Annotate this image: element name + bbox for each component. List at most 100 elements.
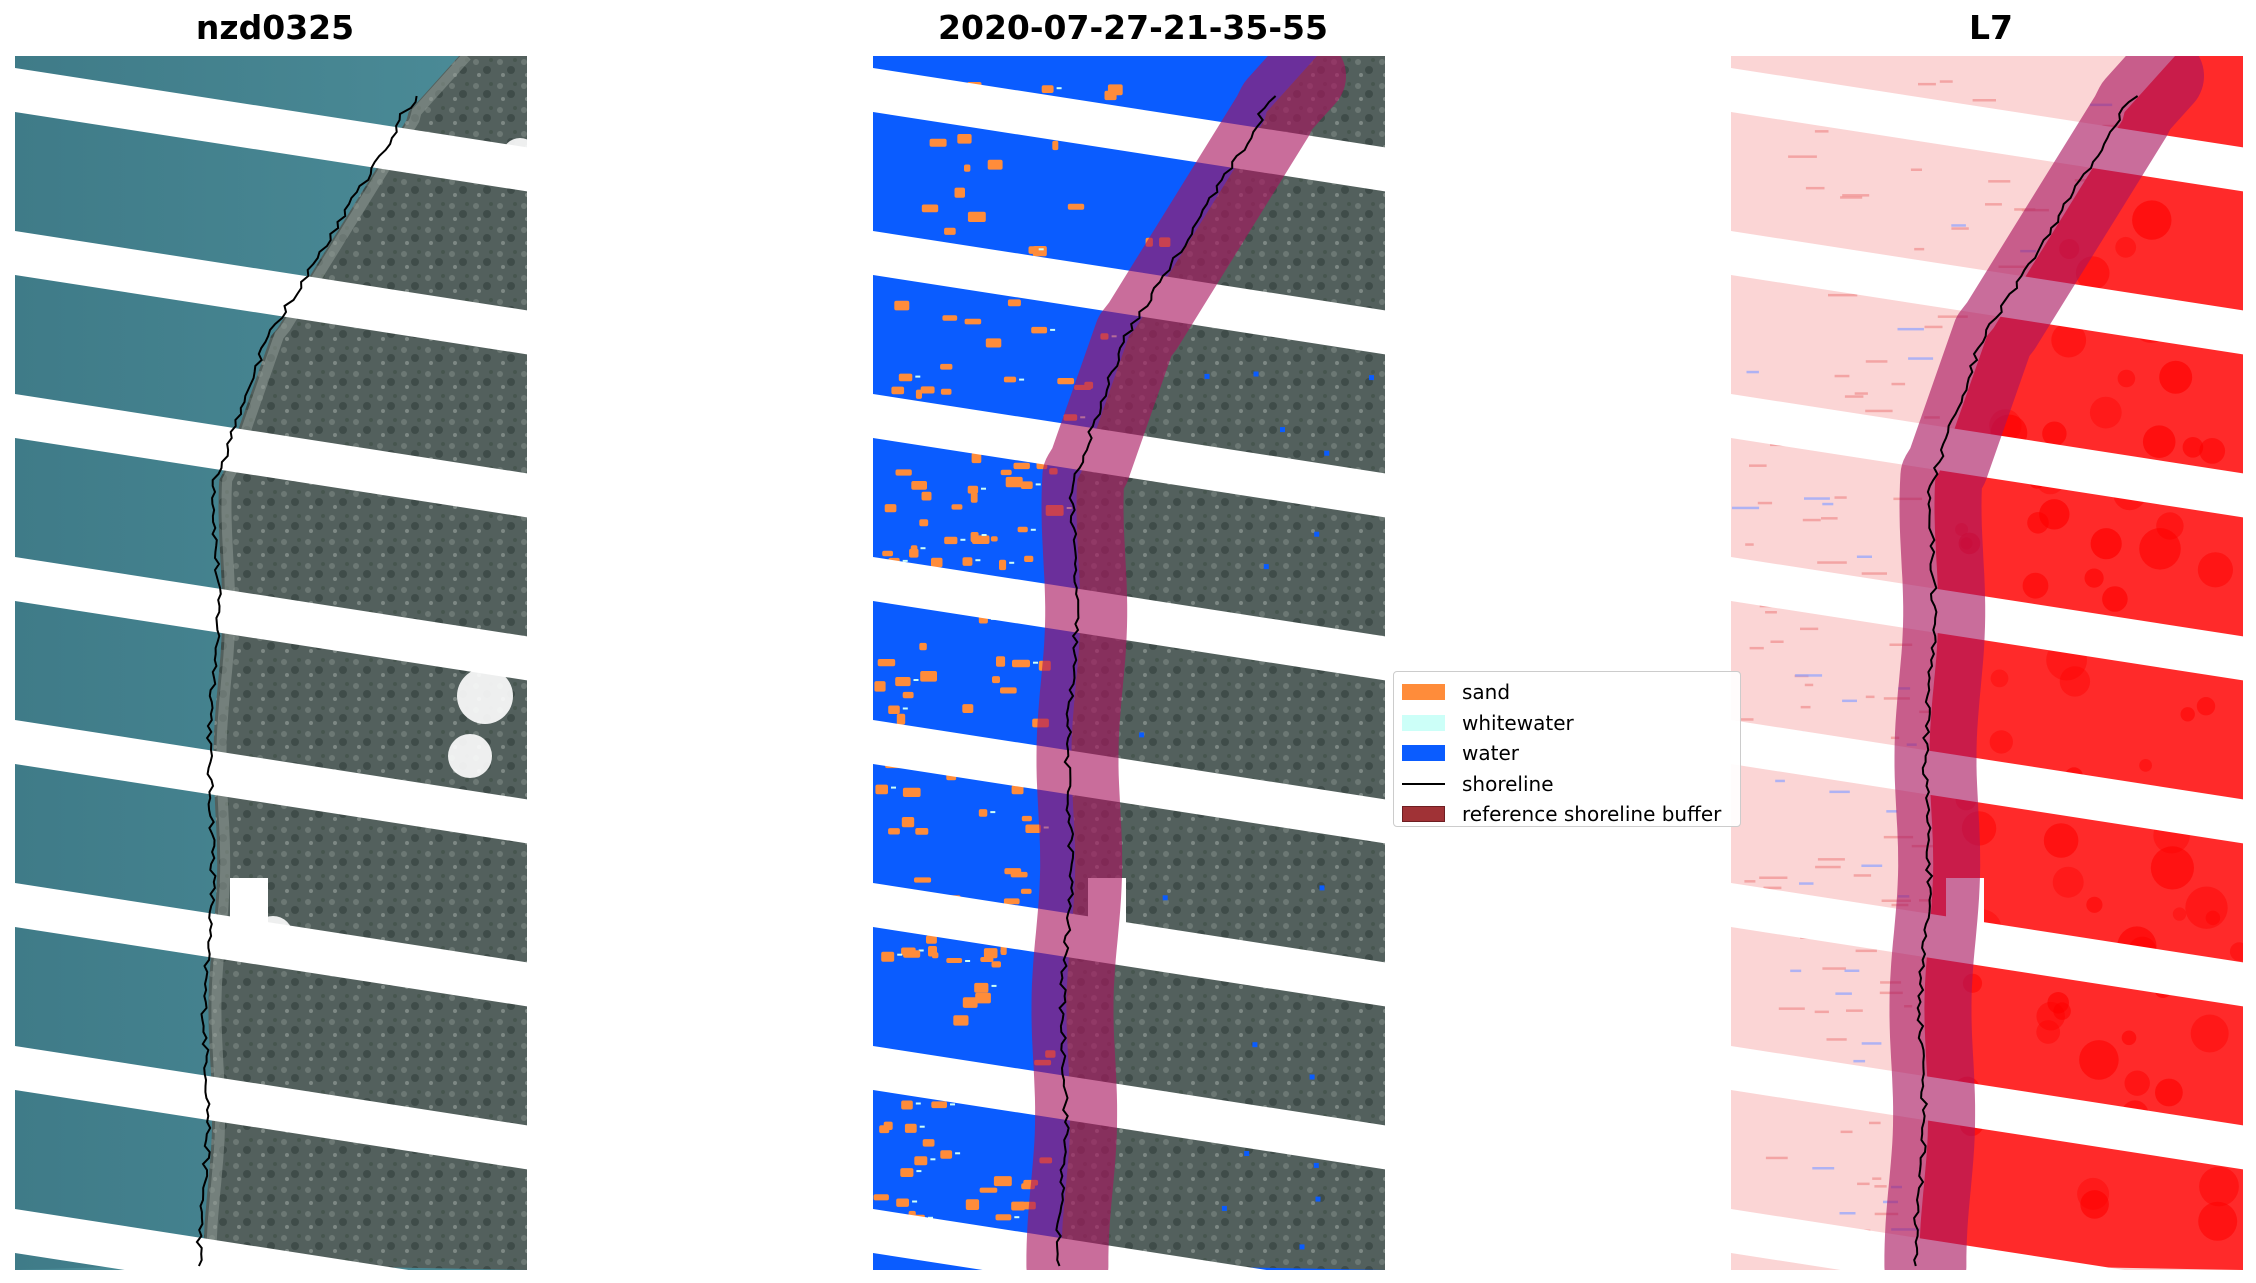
sand-pixel [920,386,935,394]
sand-pixel [979,1187,998,1193]
sand-pixel [964,164,971,172]
legend-item-whitewater: whitewater [1402,708,1740,739]
sand-pixel [996,656,1006,667]
sand-pixel [931,1101,947,1109]
rgb-image-panel [15,56,527,1270]
sand-pixel [891,386,905,395]
sand-pixel [944,536,958,545]
sand-pixel [931,557,943,568]
sand-pixel [975,992,991,1004]
sand-pixel [900,1168,914,1177]
sand-pixel [929,138,947,147]
sand-pixel [965,1199,980,1210]
sand-pixel [909,548,919,558]
sand-pixel [902,787,921,797]
sand-pixel [1007,299,1021,307]
sand-pixel [980,957,994,962]
sand-pixel [1067,203,1085,210]
sand-pixel [898,373,913,382]
classified-image-panel [873,56,1385,1270]
sand-pixel [1021,815,1032,822]
panel-title-rgb: nzd0325 [195,8,355,47]
sand-pixel [953,1015,969,1026]
legend-swatch-water [1402,745,1445,762]
sand-pixel [951,504,963,510]
sand-pixel [1012,659,1030,668]
sand-pixel [921,204,939,213]
sand-pixel [895,677,911,687]
sand-pixel [985,338,1002,348]
sand-pixel [940,388,952,395]
sand-pixel [957,134,972,144]
legend-label: sand [1462,680,1511,705]
sand-pixel [991,961,1001,968]
sand-pixel [904,1123,917,1133]
sand-pixel [944,227,956,235]
sand-pixel [964,318,982,325]
legend: sand whitewater water shoreline referenc… [1393,671,1741,827]
sand-pixel [1013,462,1030,470]
sand-pixel [1025,824,1041,833]
legend-label: water [1462,741,1519,766]
sand-pixel [971,453,982,464]
sand-pixel [877,659,896,667]
sand-pixel [1024,555,1034,562]
sand-pixel [940,1150,953,1159]
sand-pixel [1011,785,1024,795]
sand-pixel [1020,481,1033,489]
reference-shoreline-buffer [1026,56,1346,1270]
sand-pixel [995,1214,1012,1221]
sand-pixel [1004,868,1022,875]
sand-pixel [1031,326,1048,334]
sand-pixel [940,363,953,370]
sand-pixel [1057,378,1075,385]
sand-pixel [919,642,927,651]
sand-pixel [888,705,900,714]
sand-pixel [967,211,986,222]
shoreline [195,95,418,1267]
sand-pixel [882,550,893,557]
sand-pixel [873,1194,889,1201]
sand-pixel [1017,526,1028,533]
sand-pixel [896,713,906,725]
sand-pixel [884,504,897,513]
sand-pixel [921,491,932,501]
sand-pixel [978,809,988,817]
sand-pixel [992,676,1000,684]
sand-pixel [970,532,979,543]
shoreline [1913,95,2139,1267]
sand-pixel [931,952,939,959]
sand-pixel [902,691,914,699]
sand-pixel [922,1139,935,1147]
legend-swatch-whitewater [1402,714,1445,731]
sand-pixel [987,159,1003,170]
sand-pixel [942,315,958,321]
sand-pixel [1003,376,1017,383]
sand-pixel [999,559,1007,571]
legend-item-sand: sand [1402,677,1740,708]
sand-pixel [1052,140,1059,151]
sand-pixel [896,1198,909,1207]
reference-shoreline-buffer [1884,56,2204,1270]
sand-pixel [894,300,910,311]
legend-label: shoreline [1462,771,1554,796]
sand-pixel [874,681,886,692]
sand-pixel [1041,85,1054,93]
sand-pixel [962,997,978,1008]
shoreline [1055,95,1277,1267]
sand-pixel [1028,246,1036,254]
sand-pixel [983,948,998,959]
sand-pixel [914,1156,928,1166]
sand-pixel [926,935,937,944]
sand-pixel [993,1176,1012,1187]
sand-pixel [962,704,974,713]
legend-swatch-sand [1402,684,1445,701]
legend-label: whitewater [1462,710,1574,735]
legend-swatch-buffer [1402,806,1445,823]
sand-pixel [903,950,921,958]
sand-pixel [911,481,927,490]
sand-pixel [954,187,965,198]
sand-pixel [895,469,912,476]
sand-pixel [919,519,929,527]
